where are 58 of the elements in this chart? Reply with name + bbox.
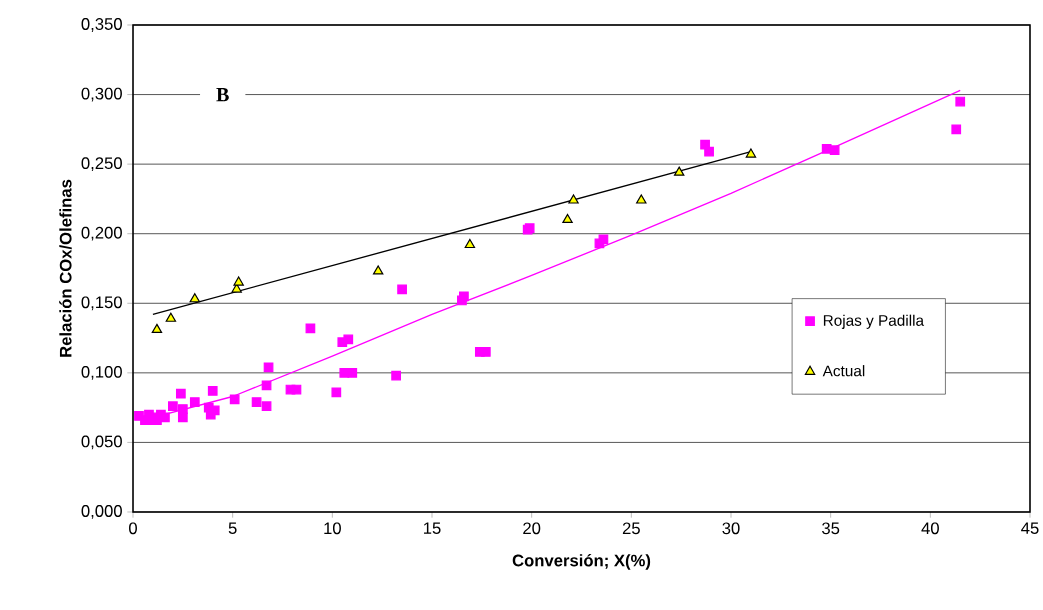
legend-label: Actual bbox=[822, 365, 865, 377]
point bbox=[331, 387, 342, 398]
point bbox=[464, 238, 476, 249]
point bbox=[745, 148, 757, 158]
x-tick-label: 35 bbox=[822, 522, 840, 535]
point bbox=[459, 291, 469, 302]
point bbox=[704, 146, 714, 157]
x-axis-title: Conversión; X(%) bbox=[512, 554, 651, 570]
point bbox=[175, 388, 186, 399]
x-tick-label: 45 bbox=[1021, 522, 1039, 535]
point bbox=[207, 386, 218, 396]
point bbox=[347, 367, 358, 378]
point bbox=[151, 323, 163, 333]
x-tick-label: 10 bbox=[324, 522, 341, 535]
y-axis-title: Relación COx/Olefinas bbox=[59, 179, 72, 357]
point bbox=[480, 347, 491, 357]
y-tick-label: 0,150 bbox=[81, 296, 122, 311]
x-tick-label: 5 bbox=[228, 522, 237, 535]
annotation: B bbox=[216, 88, 229, 102]
point bbox=[372, 265, 384, 275]
x-tick-label: 20 bbox=[523, 522, 541, 535]
point bbox=[177, 404, 188, 414]
x-tick-label: 40 bbox=[921, 522, 939, 535]
point bbox=[636, 194, 647, 204]
point bbox=[189, 293, 201, 303]
y-tick-label: 0,350 bbox=[81, 18, 122, 32]
point bbox=[829, 145, 840, 156]
point bbox=[562, 213, 573, 224]
point bbox=[598, 234, 609, 245]
y-tick-label: 0,300 bbox=[81, 87, 122, 102]
point bbox=[391, 370, 401, 381]
point bbox=[397, 284, 407, 295]
legend-label: Rojas y Padilla bbox=[823, 314, 925, 329]
point bbox=[160, 412, 170, 423]
point bbox=[189, 397, 200, 407]
y-tick-label: 0,100 bbox=[81, 365, 122, 380]
y-tick-label: 0,000 bbox=[81, 505, 122, 519]
point bbox=[673, 166, 685, 176]
point bbox=[305, 323, 316, 334]
point bbox=[951, 124, 962, 135]
point bbox=[261, 401, 272, 412]
y-tick-label: 0,250 bbox=[81, 157, 122, 172]
point bbox=[955, 96, 966, 107]
point bbox=[233, 276, 244, 286]
point bbox=[168, 401, 178, 412]
point bbox=[263, 362, 274, 373]
point bbox=[261, 380, 272, 391]
x-tick-label: 15 bbox=[424, 522, 441, 535]
point bbox=[165, 312, 177, 322]
y-tick-label: 0,050 bbox=[81, 435, 122, 450]
point bbox=[229, 394, 240, 405]
x-tick-label: 25 bbox=[622, 522, 640, 535]
x-tick-label: 30 bbox=[722, 522, 740, 535]
y-tick-label: 0,200 bbox=[81, 226, 122, 241]
point bbox=[343, 334, 354, 345]
x-tick-label: 0 bbox=[129, 522, 137, 535]
point bbox=[568, 194, 579, 204]
point bbox=[251, 397, 262, 407]
